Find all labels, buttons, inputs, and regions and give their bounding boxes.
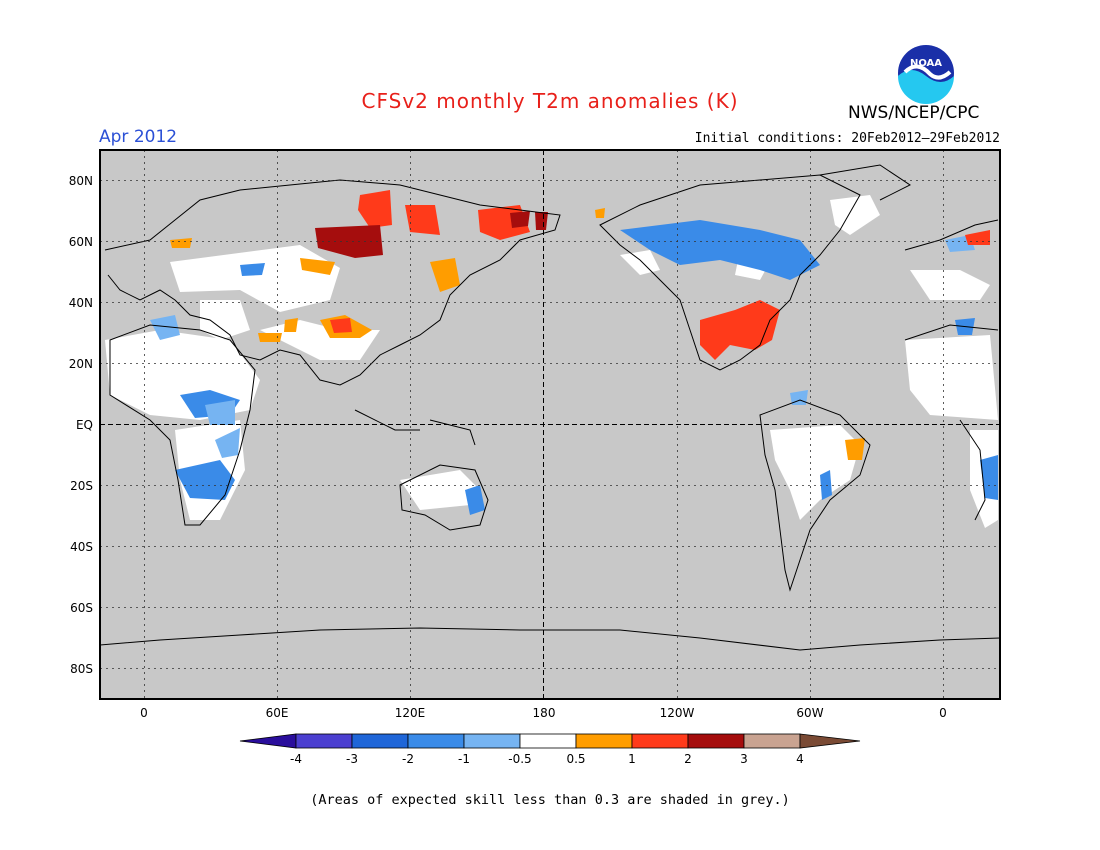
- lat-label: 40S: [70, 540, 93, 554]
- colorbar-label: 4: [796, 752, 804, 766]
- noaa-logo: NOAA: [895, 42, 957, 108]
- colorbar-label: -0.5: [508, 752, 531, 766]
- colorbar-label: 3: [740, 752, 748, 766]
- lon-label: 0: [939, 706, 947, 720]
- very-strong-warm-anomaly-regions: [315, 211, 548, 258]
- valid-month-label: Apr 2012: [99, 127, 178, 147]
- colorbar-segment: [295, 733, 353, 749]
- lat-label: 80N: [69, 174, 93, 188]
- colorbar-segment: [239, 733, 297, 749]
- lon-label: 120W: [660, 706, 695, 720]
- lon-label: 120E: [395, 706, 426, 720]
- colorbar-label: 1: [628, 752, 636, 766]
- colorbar-segment: [687, 733, 745, 749]
- lat-label: 20N: [69, 357, 93, 371]
- colorbar-segment: [519, 733, 577, 749]
- skill-footnote: (Areas of expected skill less than 0.3 a…: [310, 792, 790, 808]
- lat-label: 60S: [70, 601, 93, 615]
- lon-label: 180: [533, 706, 556, 720]
- noaa-logo-text: NOAA: [910, 58, 942, 69]
- lon-label: 0: [140, 706, 148, 720]
- colorbar-label: -2: [402, 752, 414, 766]
- coastlines: [100, 164, 1000, 651]
- latitude-labels: 80N 60N 40N 20N EQ 20S 40S 60S 80S: [69, 174, 93, 676]
- lat-label: 20S: [70, 479, 93, 493]
- colorbar-label: -3: [346, 752, 358, 766]
- lon-label: 60W: [796, 706, 823, 720]
- colorbar: [239, 733, 861, 749]
- agency-label: NWS/NCEP/CPC: [848, 103, 980, 123]
- colorbar-labels: -4 -3 -2 -1 -0.5 0.5 1 2 3 4: [290, 752, 804, 766]
- colorbar-segment: [575, 733, 633, 749]
- colorbar-segment: [463, 733, 521, 749]
- lat-lon-gridlines: [100, 150, 1000, 699]
- lon-label: 60E: [266, 706, 289, 720]
- colorbar-label: 2: [684, 752, 692, 766]
- longitude-labels: 0 60E 120E 180 120W 60W 0: [140, 706, 947, 720]
- colorbar-segment: [631, 733, 689, 749]
- lat-label: 40N: [69, 296, 93, 310]
- cold-anomaly-regions: [175, 220, 998, 515]
- colorbar-label: -1: [458, 752, 470, 766]
- lat-label: 60N: [69, 235, 93, 249]
- equator-dateline: [100, 150, 1000, 699]
- colorbar-segment: [743, 733, 801, 749]
- map-title: CFSv2 monthly T2m anomalies (K): [361, 89, 739, 113]
- colorbar-segment: [799, 733, 861, 749]
- colorbar-segment: [407, 733, 465, 749]
- lat-label: 80S: [70, 662, 93, 676]
- map-frame: [99, 149, 1001, 700]
- lat-label: EQ: [76, 418, 93, 432]
- colorbar-segment: [351, 733, 409, 749]
- colorbar-label: 0.5: [566, 752, 585, 766]
- initial-conditions-label: Initial conditions: 20Feb2012–29Feb2012: [694, 131, 1000, 146]
- colorbar-label: -4: [290, 752, 302, 766]
